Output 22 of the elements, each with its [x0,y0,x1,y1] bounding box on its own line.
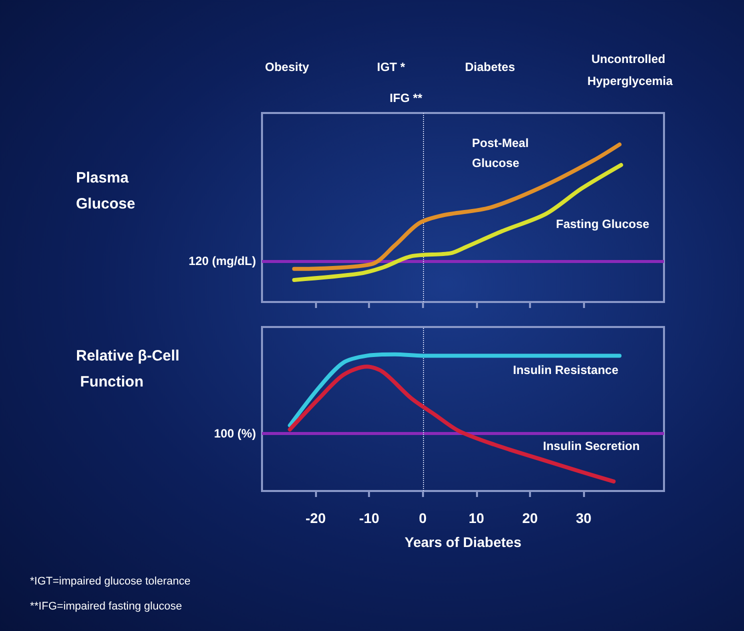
y-axis-title: Plasma Glucose [76,170,136,212]
text: 100 (%) [214,426,256,441]
text: Obesity [264,60,310,74]
text: IGT * [376,60,406,74]
x-tick-label: 10 [468,510,484,526]
x-axis-title: Years of Diabetes [404,534,522,550]
y-axis-title: Relative β-Cell Function [76,348,180,390]
series-label: Post-Meal Glucose [472,136,532,170]
text: Diabetes [464,60,516,74]
x-tick-label: 20 [522,510,538,526]
x-tick-label: -20 [305,510,326,526]
x-tick-label: 30 [576,510,592,526]
text: *IGT=impaired glucose tolerance [30,576,190,588]
x-tick-label: -10 [359,510,380,526]
text: 120 (mg/dL) [188,254,256,268]
text: Uncontrolled Hyperglycemia [587,52,674,88]
text: **IFG=impaired fasting glucose [30,600,182,612]
x-tick-label: 0 [418,510,427,526]
text: IFG ** [390,91,423,105]
series-label: Insulin Secretion [543,439,640,453]
series-label: Fasting Glucose [556,217,650,231]
series-label: Insulin Resistance [513,363,619,377]
